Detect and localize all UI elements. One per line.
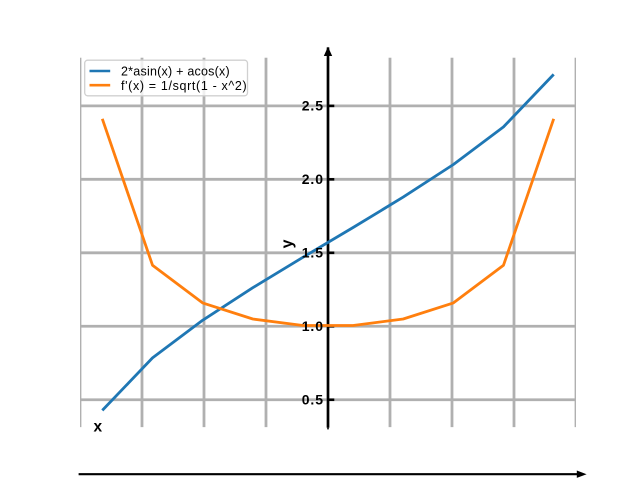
svg-text:0.5: 0.5 bbox=[302, 391, 324, 407]
svg-text:x: x bbox=[93, 418, 102, 435]
svg-text:2.5: 2.5 bbox=[302, 98, 324, 114]
svg-text:2.0: 2.0 bbox=[302, 171, 324, 187]
svg-text:f'(x) = 1/sqrt(1 - x^2): f'(x) = 1/sqrt(1 - x^2) bbox=[121, 79, 247, 93]
svg-text:1.0: 1.0 bbox=[302, 318, 324, 334]
svg-text:1.5: 1.5 bbox=[302, 244, 324, 260]
svg-text:2*asin(x) + acos(x): 2*asin(x) + acos(x) bbox=[121, 65, 230, 79]
svg-text:y: y bbox=[279, 239, 296, 248]
